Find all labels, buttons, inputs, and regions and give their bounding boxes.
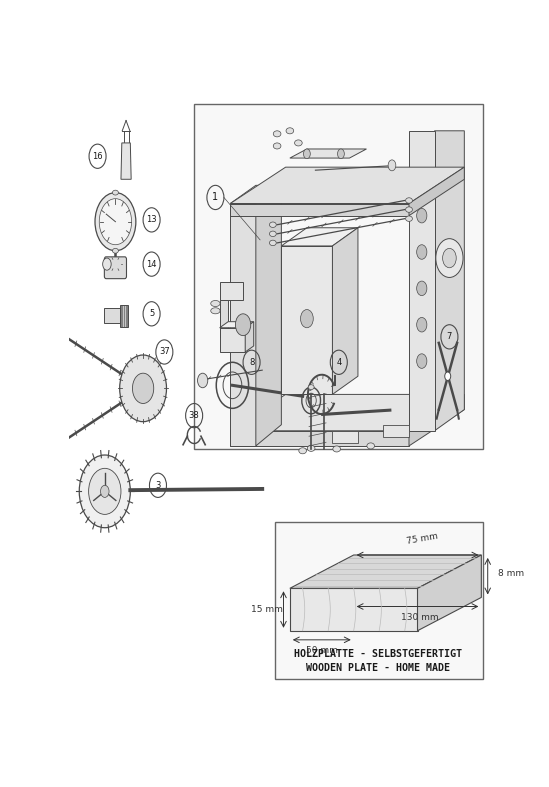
Text: WOODEN PLATE - HOME MADE: WOODEN PLATE - HOME MADE (306, 663, 450, 674)
Polygon shape (333, 430, 358, 443)
Ellipse shape (333, 446, 340, 452)
Text: 5: 5 (149, 309, 154, 318)
Text: 15 mm: 15 mm (250, 605, 282, 614)
Circle shape (99, 198, 132, 245)
Polygon shape (290, 149, 367, 158)
Polygon shape (409, 167, 464, 216)
Polygon shape (245, 322, 254, 352)
Text: 75 mm: 75 mm (405, 531, 438, 546)
Circle shape (46, 442, 55, 457)
Ellipse shape (273, 131, 281, 137)
Text: 4: 4 (336, 358, 341, 367)
Polygon shape (231, 204, 409, 216)
Ellipse shape (367, 443, 374, 449)
Ellipse shape (113, 249, 119, 253)
Circle shape (417, 245, 427, 259)
Polygon shape (231, 394, 464, 430)
Ellipse shape (113, 190, 119, 195)
Bar (275, 522, 484, 679)
Circle shape (236, 314, 251, 335)
Polygon shape (121, 143, 131, 179)
Circle shape (300, 309, 313, 327)
Polygon shape (383, 425, 409, 437)
Text: 38: 38 (189, 411, 199, 420)
Polygon shape (290, 555, 481, 589)
Polygon shape (231, 167, 464, 204)
Polygon shape (282, 246, 333, 394)
Text: 8 mm: 8 mm (498, 569, 524, 578)
Text: 13: 13 (146, 216, 157, 224)
Circle shape (338, 149, 344, 159)
Circle shape (417, 354, 427, 368)
Ellipse shape (273, 143, 281, 149)
Circle shape (442, 249, 456, 268)
Ellipse shape (270, 231, 276, 237)
Polygon shape (220, 301, 228, 337)
Ellipse shape (406, 207, 412, 212)
Ellipse shape (307, 445, 315, 452)
Polygon shape (333, 227, 358, 394)
Polygon shape (409, 394, 464, 446)
Polygon shape (231, 204, 256, 446)
Ellipse shape (406, 198, 412, 203)
Circle shape (100, 486, 109, 497)
Bar (194, 104, 484, 449)
Polygon shape (104, 309, 120, 323)
Text: 50 mm: 50 mm (306, 646, 338, 656)
Polygon shape (220, 322, 254, 327)
Text: 8: 8 (249, 358, 254, 367)
Text: 14: 14 (147, 260, 157, 268)
Ellipse shape (406, 216, 412, 221)
Text: 37: 37 (159, 348, 170, 357)
Text: 1: 1 (212, 193, 219, 202)
Text: 7: 7 (447, 332, 452, 342)
Polygon shape (435, 131, 464, 430)
Polygon shape (282, 227, 358, 246)
Circle shape (198, 373, 208, 388)
Polygon shape (418, 555, 481, 630)
Polygon shape (120, 305, 128, 327)
Polygon shape (409, 131, 435, 430)
Polygon shape (256, 183, 282, 446)
Circle shape (445, 372, 451, 380)
Circle shape (46, 320, 55, 334)
Circle shape (95, 193, 136, 251)
Ellipse shape (286, 127, 294, 134)
Circle shape (132, 373, 154, 404)
Circle shape (436, 238, 463, 278)
Circle shape (79, 455, 130, 528)
Circle shape (103, 258, 111, 270)
Polygon shape (231, 186, 282, 204)
Ellipse shape (211, 308, 220, 314)
Ellipse shape (295, 140, 302, 146)
Polygon shape (290, 589, 418, 630)
Polygon shape (220, 283, 243, 301)
Circle shape (88, 468, 121, 515)
Ellipse shape (308, 385, 314, 390)
Ellipse shape (299, 448, 306, 454)
Circle shape (417, 209, 427, 223)
Polygon shape (231, 430, 409, 446)
Circle shape (417, 317, 427, 332)
Circle shape (120, 355, 166, 422)
Circle shape (417, 281, 427, 296)
Ellipse shape (270, 222, 276, 227)
Circle shape (304, 149, 310, 159)
Text: HOLZPLATTE - SELBSTGEFERTIGT: HOLZPLATTE - SELBSTGEFERTIGT (294, 648, 462, 659)
FancyBboxPatch shape (104, 257, 126, 279)
Ellipse shape (211, 301, 220, 306)
Text: 3: 3 (155, 481, 161, 490)
Ellipse shape (270, 240, 276, 246)
Polygon shape (220, 327, 245, 352)
Text: 130 mm: 130 mm (401, 613, 439, 622)
Circle shape (388, 160, 396, 171)
Text: 16: 16 (92, 152, 103, 161)
